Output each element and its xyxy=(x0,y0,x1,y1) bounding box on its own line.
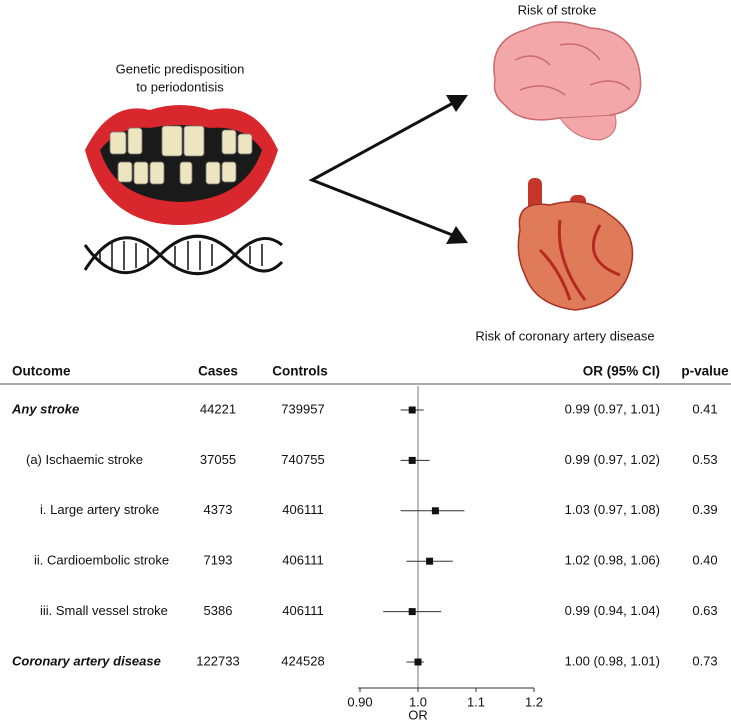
column-header: Cases xyxy=(198,364,238,379)
or-ci-label: 0.99 (0.97, 1.02) xyxy=(565,452,660,467)
p-value: 0.73 xyxy=(692,653,717,668)
brain-illustration xyxy=(493,21,642,141)
x-axis-label: OR xyxy=(408,707,428,722)
outcome-label: (a) Ischaemic stroke xyxy=(26,452,143,467)
x-tick-label: 0.90 xyxy=(347,694,372,709)
cases: 7193 xyxy=(204,553,233,568)
cad-label: Risk of coronary artery disease xyxy=(475,328,654,343)
controls: 406111 xyxy=(282,603,323,618)
heart-illustration xyxy=(517,178,634,311)
column-header: Outcome xyxy=(12,364,71,379)
x-tick-label: 1.1 xyxy=(467,694,485,709)
stroke-label: Risk of stroke xyxy=(518,2,597,17)
or-ci-label: 1.02 (0.98, 1.06) xyxy=(565,553,660,568)
arrows xyxy=(308,95,468,244)
outcome-label: ii. Cardioembolic stroke xyxy=(34,553,169,568)
p-value: 0.39 xyxy=(692,502,717,517)
p-value: 0.40 xyxy=(692,553,717,568)
p-value: 0.63 xyxy=(692,603,717,618)
outcome-label: iii. Small vessel stroke xyxy=(40,603,168,618)
cases: 4373 xyxy=(204,502,233,517)
outcome-label: Any stroke xyxy=(11,401,79,416)
point-estimate xyxy=(426,557,434,565)
controls: 424528 xyxy=(281,653,324,668)
point-estimate xyxy=(408,406,416,414)
or-ci-label: 1.03 (0.97, 1.08) xyxy=(565,502,660,517)
point-estimate xyxy=(408,456,416,464)
column-header: OR (95% CI) xyxy=(583,364,660,379)
point-estimate xyxy=(408,608,416,616)
controls: 739957 xyxy=(281,401,324,416)
exposure-label: to periodontisis xyxy=(136,79,224,94)
column-header: Controls xyxy=(272,364,328,379)
exposure-label: Genetic predisposition xyxy=(116,61,245,76)
dna-illustration xyxy=(83,234,284,276)
point-estimate xyxy=(431,507,439,515)
mouth-illustration xyxy=(85,105,278,225)
column-header: p-value xyxy=(681,364,729,379)
or-ci-label: 1.00 (0.98, 1.01) xyxy=(565,653,660,668)
point-estimate xyxy=(414,658,422,666)
cases: 122733 xyxy=(196,653,239,668)
outcome-label: i. Large artery stroke xyxy=(40,502,159,517)
or-ci-label: 0.99 (0.94, 1.04) xyxy=(565,603,660,618)
controls: 406111 xyxy=(282,553,323,568)
controls: 406111 xyxy=(282,502,323,517)
cases: 5386 xyxy=(204,603,233,618)
x-tick-label: 1.2 xyxy=(525,694,543,709)
cases: 44221 xyxy=(200,401,236,416)
outcome-label: Coronary artery disease xyxy=(12,653,161,668)
x-tick-label: 1.0 xyxy=(409,694,427,709)
p-value: 0.41 xyxy=(692,401,717,416)
controls: 740755 xyxy=(281,452,324,467)
p-value: 0.53 xyxy=(692,452,717,467)
or-ci-label: 0.99 (0.97, 1.01) xyxy=(565,401,660,416)
cases: 37055 xyxy=(200,452,236,467)
forest-plot: Outcome Cases Controls OR (95% CI) p-value An… xyxy=(0,364,731,722)
